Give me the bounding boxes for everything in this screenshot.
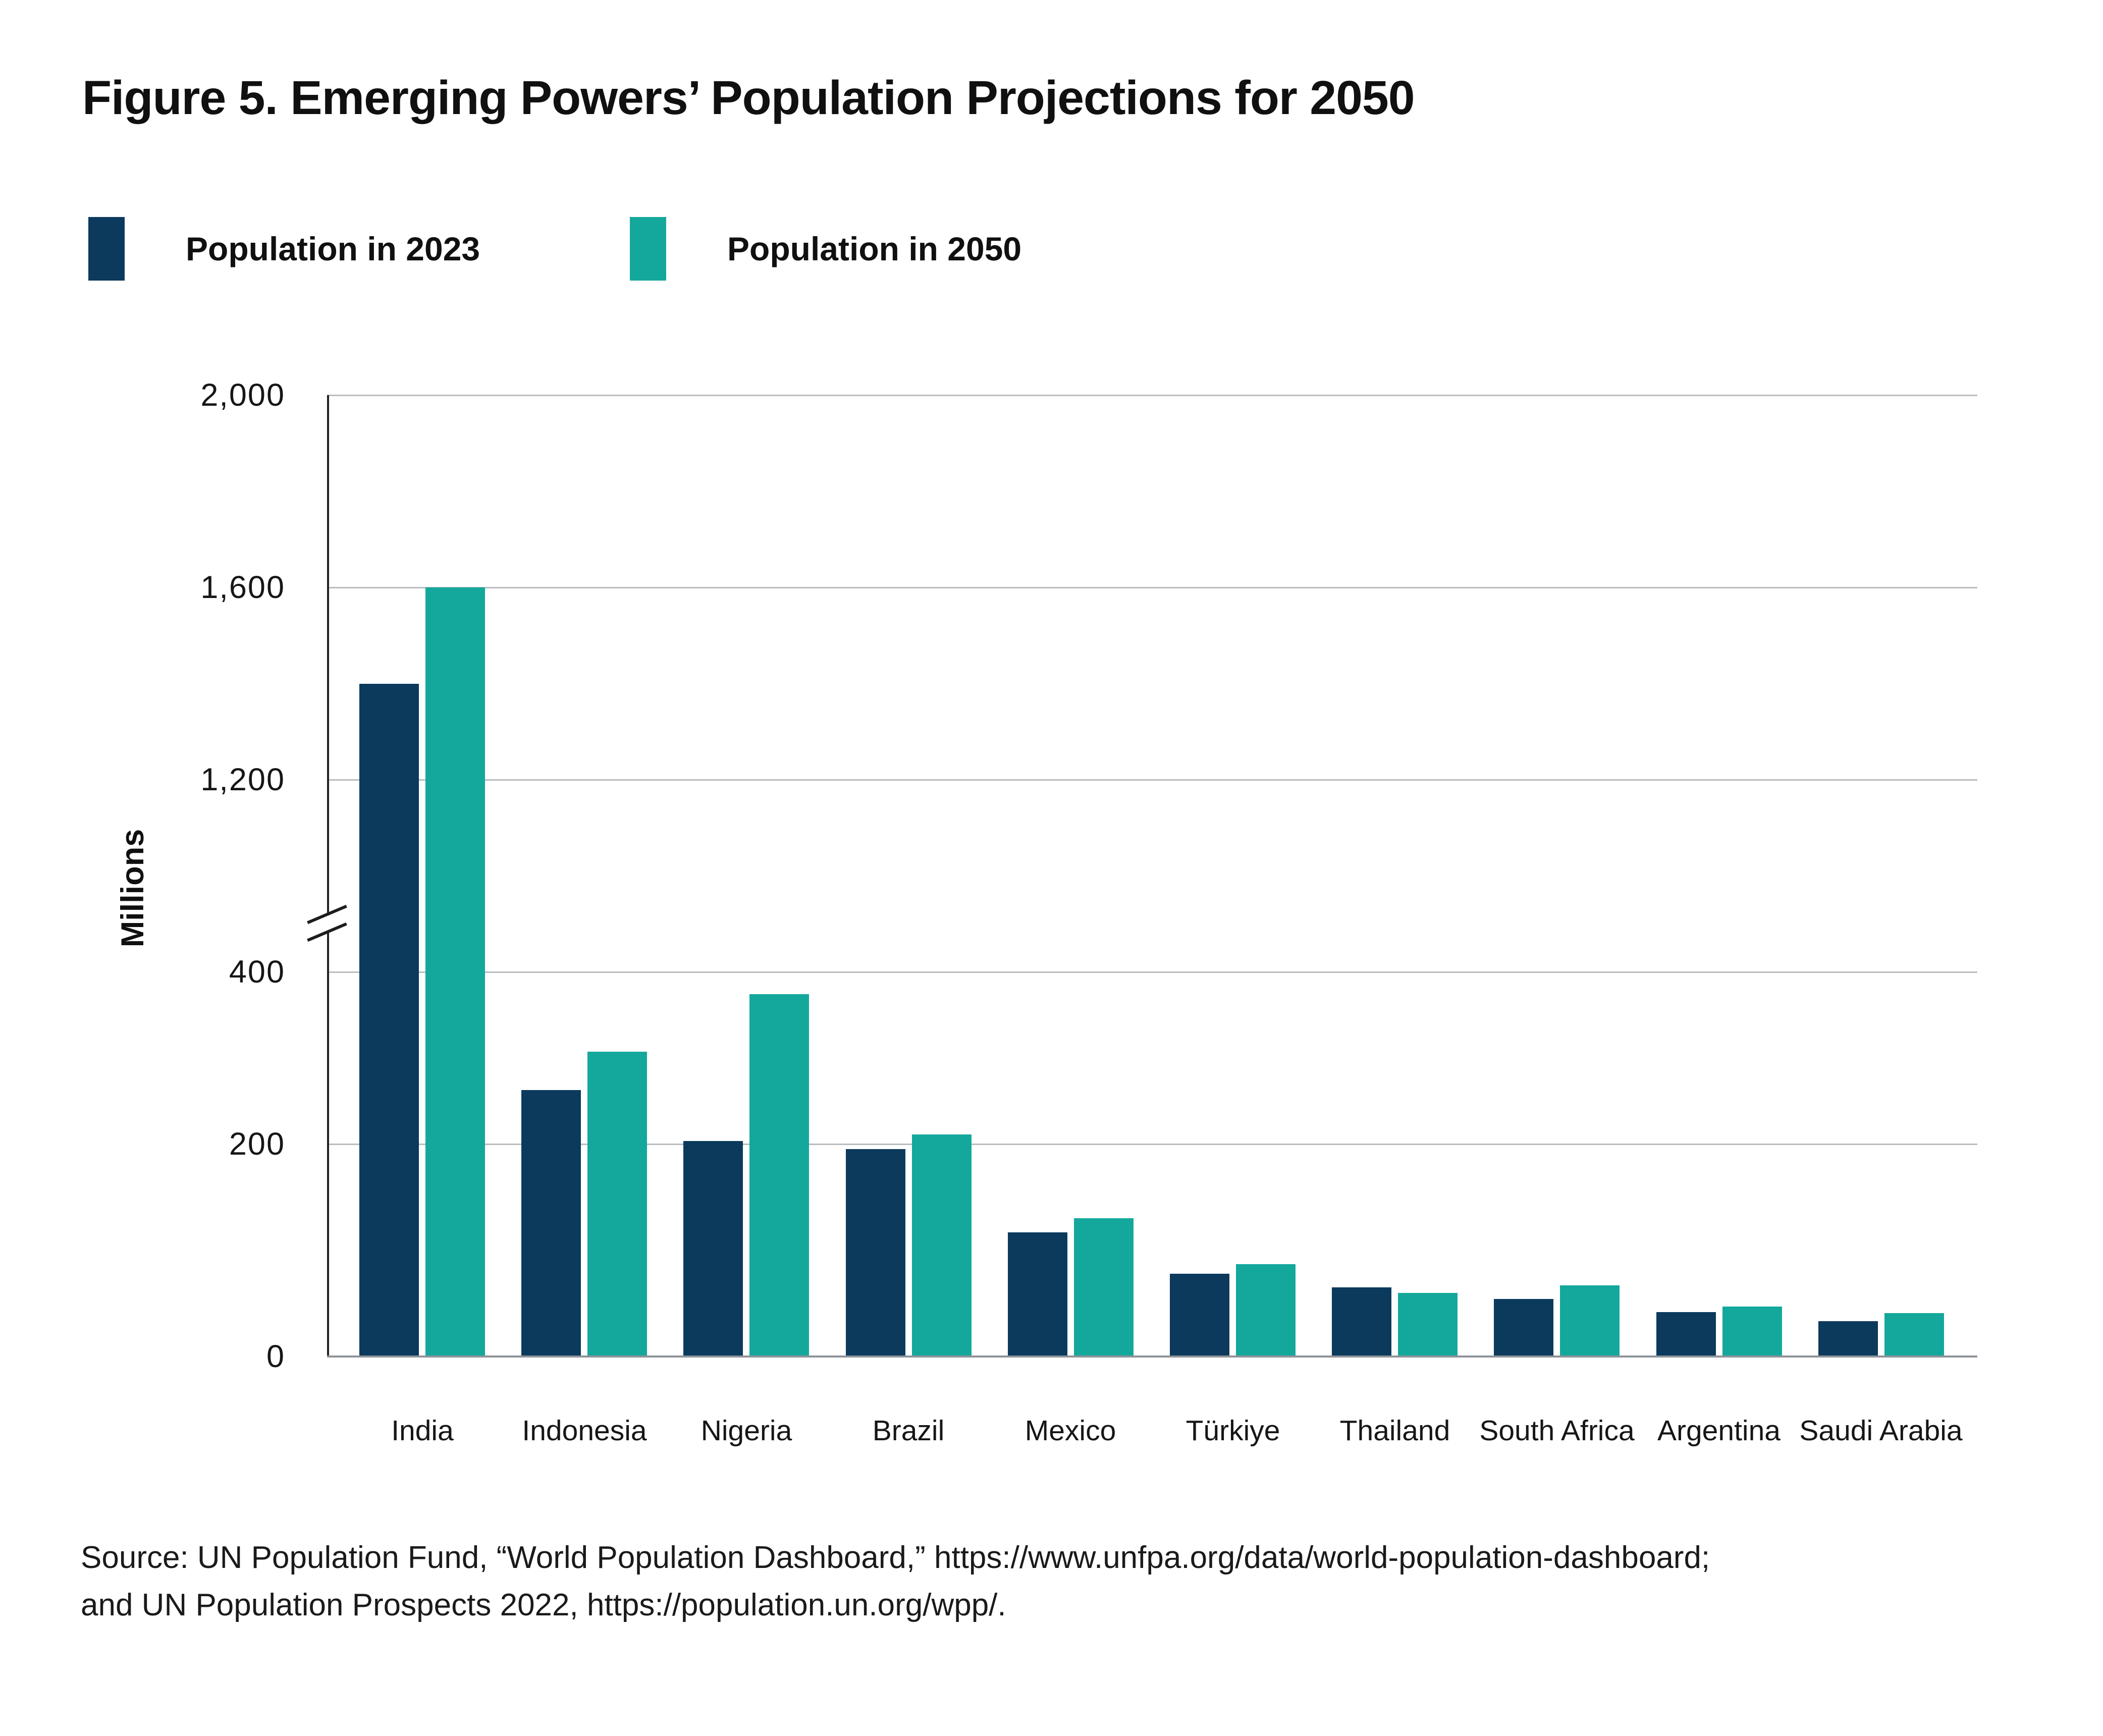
bar-south-africa-2023 <box>1494 1299 1553 1357</box>
bar-saudi-arabia-2023 <box>1818 1321 1878 1357</box>
page-title: Figure 5. Emerging Powers’ Population Pr… <box>82 71 1415 125</box>
x-tick-label-south-africa: South Africa <box>1479 1415 1635 1447</box>
x-tick-label-indonesia: Indonesia <box>522 1415 647 1447</box>
bar-india-2023 <box>359 684 419 1357</box>
source-note: Source: UN Population Fund, “World Popul… <box>81 1534 1710 1629</box>
y-tick-label-2000: 2,000 <box>200 377 285 413</box>
legend-swatch-2050 <box>630 217 666 281</box>
bar-indonesia-2050 <box>587 1052 647 1357</box>
legend-label-2023: Population in 2023 <box>186 230 480 267</box>
x-tick-label-brazil: Brazil <box>872 1415 945 1447</box>
bar-brazil-2050 <box>912 1134 972 1357</box>
bar-south-africa-2050 <box>1560 1285 1620 1357</box>
bar-nigeria-2023 <box>683 1141 743 1357</box>
bar-thailand-2050 <box>1398 1293 1458 1357</box>
bar-india-2050 <box>425 587 485 1357</box>
gridline-1600 <box>327 586 1977 588</box>
source-line-1: Source: UN Population Fund, “World Popul… <box>81 1540 1710 1575</box>
bar-argentina-2050 <box>1722 1307 1782 1357</box>
y-axis-line-upper <box>327 395 329 915</box>
gridline-2000 <box>327 394 1977 396</box>
bar-brazil-2023 <box>846 1149 905 1357</box>
bar-mexico-2023 <box>1008 1232 1067 1357</box>
bar-saudi-arabia-2050 <box>1884 1313 1944 1357</box>
bar-indonesia-2023 <box>521 1090 581 1357</box>
x-tick-label-mexico: Mexico <box>1024 1415 1116 1447</box>
bar-mexico-2050 <box>1074 1218 1134 1357</box>
x-tick-label-india: India <box>391 1415 454 1447</box>
y-axis-line-lower <box>327 931 329 1358</box>
bar-t-rkiye-2023 <box>1170 1274 1229 1357</box>
x-tick-label-t-rkiye: Türkiye <box>1185 1415 1280 1447</box>
y-tick-label-1200: 1,200 <box>200 762 285 797</box>
x-axis-line <box>327 1355 1977 1358</box>
x-tick-label-saudi-arabia: Saudi Arabia <box>1799 1415 1963 1447</box>
y-tick-label-0: 0 <box>266 1339 285 1374</box>
bar-argentina-2023 <box>1656 1312 1716 1357</box>
source-line-2: and UN Population Prospects 2022, https:… <box>81 1588 1006 1623</box>
y-tick-label-1600: 1,600 <box>200 570 285 605</box>
gridline-1200 <box>327 779 1977 781</box>
bar-nigeria-2050 <box>749 994 809 1357</box>
legend: Population in 2023 Population in 2050 <box>0 217 2103 281</box>
bar-t-rkiye-2050 <box>1236 1264 1296 1357</box>
x-tick-label-argentina: Argentina <box>1657 1415 1781 1447</box>
legend-label-2050: Population in 2050 <box>727 230 1022 267</box>
y-tick-label-200: 200 <box>229 1126 285 1162</box>
gridline-200 <box>327 1143 1977 1145</box>
bar-thailand-2023 <box>1332 1287 1391 1357</box>
x-tick-label-nigeria: Nigeria <box>700 1415 792 1447</box>
y-tick-label-400: 400 <box>229 954 285 990</box>
legend-item-2050: Population in 2050 <box>630 217 1021 281</box>
legend-item-2023: Population in 2023 <box>88 217 480 281</box>
legend-swatch-2023 <box>88 217 125 281</box>
gridline-400 <box>327 971 1977 973</box>
x-tick-label-thailand: Thailand <box>1339 1415 1450 1447</box>
